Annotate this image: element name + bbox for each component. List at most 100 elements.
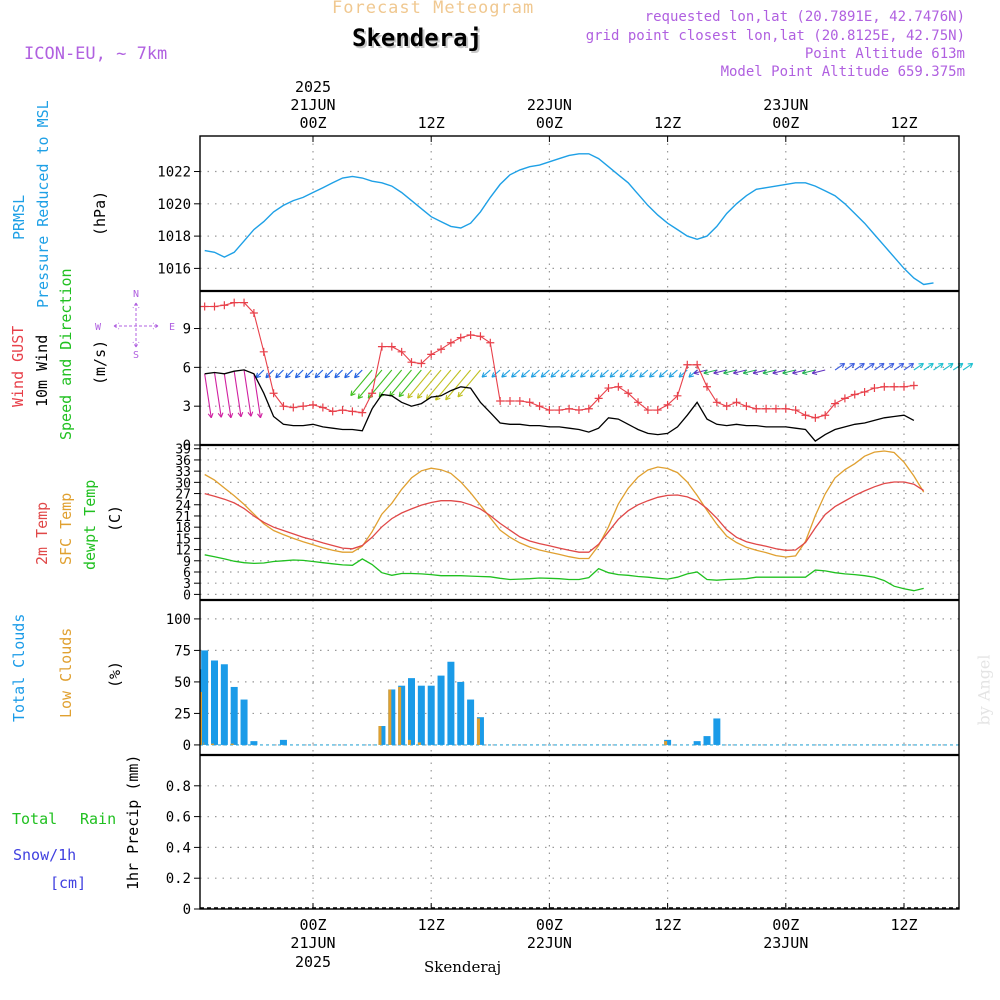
- wind-arrow: [295, 369, 304, 379]
- wind-arrow-head: [304, 372, 308, 378]
- location-footer: Skenderaj: [424, 958, 502, 976]
- y-tick-label: 50: [174, 675, 191, 691]
- wind-arrow-head: [762, 369, 767, 374]
- wind-arrow-head: [445, 397, 451, 401]
- wind-gust-marker: [289, 403, 298, 412]
- panels: 1016101810201022036903691215182124273033…: [157, 136, 959, 918]
- wind-gust-marker: [860, 387, 869, 396]
- wind-gust-marker: [496, 397, 505, 405]
- wind-arrow-head: [693, 369, 699, 374]
- wind-arrow-head: [357, 393, 360, 399]
- wind-arrow: [743, 369, 757, 374]
- total-cloud-bar: [240, 699, 248, 745]
- wind-arrow: [389, 369, 412, 397]
- top-date-label: 22JUN: [527, 96, 572, 114]
- wind-arrow: [457, 369, 481, 398]
- wind-arrow-head: [849, 362, 855, 365]
- wind-arrow-head: [967, 362, 973, 365]
- wind-gust-marker: [555, 406, 564, 415]
- wind-arrow-head: [930, 363, 934, 369]
- wind-arrow: [213, 372, 222, 418]
- wind-arrow-head: [265, 372, 268, 378]
- wind-arrow-head: [255, 375, 262, 379]
- wind-arrow-head: [210, 412, 214, 419]
- wind-arrow: [540, 369, 550, 378]
- y-tick-label: 39: [175, 443, 191, 458]
- wind-arrow-head: [295, 375, 301, 379]
- bottom-hour-label: 00Z: [772, 916, 799, 934]
- panel-frames: [199, 135, 960, 910]
- wind-speed-direction-label: Speed and Direction: [57, 268, 75, 440]
- wind-arrow-head: [531, 375, 537, 378]
- wind-arrow-head: [918, 362, 924, 365]
- total-cloud-bar: [398, 685, 406, 745]
- wind-gust-marker: [614, 382, 623, 391]
- y-tick-label: 0.6: [166, 810, 191, 826]
- wind-arrow-head: [445, 394, 448, 400]
- wind-arrow-head: [910, 363, 915, 369]
- low-cloud-bar: [230, 743, 234, 745]
- sfc-temp-label: SFC Temp: [57, 493, 75, 565]
- wind-arrow: [733, 369, 747, 374]
- wind-gust-marker: [210, 302, 219, 311]
- wind-arrow-head: [658, 372, 662, 378]
- wind-arrow: [417, 369, 442, 399]
- wind-arrow: [285, 369, 294, 379]
- wind-arrow: [398, 369, 422, 397]
- wind-arrow-head: [668, 372, 672, 378]
- wind-gust-marker: [279, 402, 288, 411]
- wind-arrow: [255, 369, 265, 379]
- wind-arrow-head: [344, 372, 347, 378]
- wind-arrow-head: [703, 372, 709, 376]
- y-tick-label: 0.8: [166, 779, 191, 795]
- wind-arrow-head: [649, 375, 655, 378]
- y-tick-label: 24: [175, 499, 191, 514]
- wind-arrow-head: [743, 372, 749, 376]
- wind-arrow-head: [619, 372, 623, 378]
- wind-arrow: [243, 369, 252, 417]
- wind-arrow-head: [723, 372, 729, 376]
- y-tick-label: 30: [175, 476, 191, 491]
- wind-gust-marker: [703, 382, 711, 391]
- wind-arrow-head: [782, 369, 787, 374]
- total-clouds-label: Total Clouds: [10, 614, 28, 722]
- wind-gust-marker: [870, 384, 879, 393]
- wind-gust-marker: [309, 400, 317, 409]
- wind-gust-marker: [397, 347, 406, 356]
- top-date-label: 23JUN: [763, 96, 808, 114]
- wind-gust-marker: [417, 359, 426, 368]
- wind-arrow: [233, 371, 242, 417]
- wind-gust-marker: [565, 404, 574, 413]
- wind-arrow: [253, 373, 262, 418]
- wind-gust-marker: [545, 406, 554, 415]
- wind-gust-line: [204, 302, 914, 419]
- wind-arrow-head: [457, 391, 460, 398]
- wind-arrow-head: [841, 363, 846, 369]
- total-cloud-bar: [279, 739, 287, 745]
- wind-arrow-head: [416, 393, 420, 399]
- wind-arrow: [864, 362, 875, 371]
- wind-gust-marker: [791, 406, 800, 415]
- wind-arrow-head: [851, 363, 855, 369]
- wind-arrow-head: [350, 393, 356, 397]
- top-hour-label: 12Z: [890, 114, 917, 132]
- top-hour-label: 12Z: [418, 114, 445, 132]
- wind-arrow-head: [898, 362, 904, 365]
- wind-arrow-head: [792, 372, 798, 376]
- wind-arrow: [772, 369, 786, 374]
- y-tick-label: 18: [175, 521, 191, 536]
- wind-arrow-head: [669, 375, 675, 378]
- wind-10m-label: 10m Wind: [33, 335, 51, 407]
- wind-arrow-head: [619, 375, 625, 378]
- wind-arrow-head: [693, 372, 699, 376]
- wind-arrow: [550, 369, 560, 378]
- wind-arrow-head: [257, 413, 261, 419]
- wind-arrow-head: [629, 375, 635, 378]
- wind-arrow-head: [928, 362, 934, 365]
- total-cloud-bar: [437, 675, 445, 745]
- total-cloud-bar: [211, 660, 218, 745]
- point-altitude: Point Altitude 613m: [804, 46, 965, 62]
- temp-2m-label: 2m Temp: [33, 502, 51, 565]
- top-hour-label: 00Z: [299, 114, 326, 132]
